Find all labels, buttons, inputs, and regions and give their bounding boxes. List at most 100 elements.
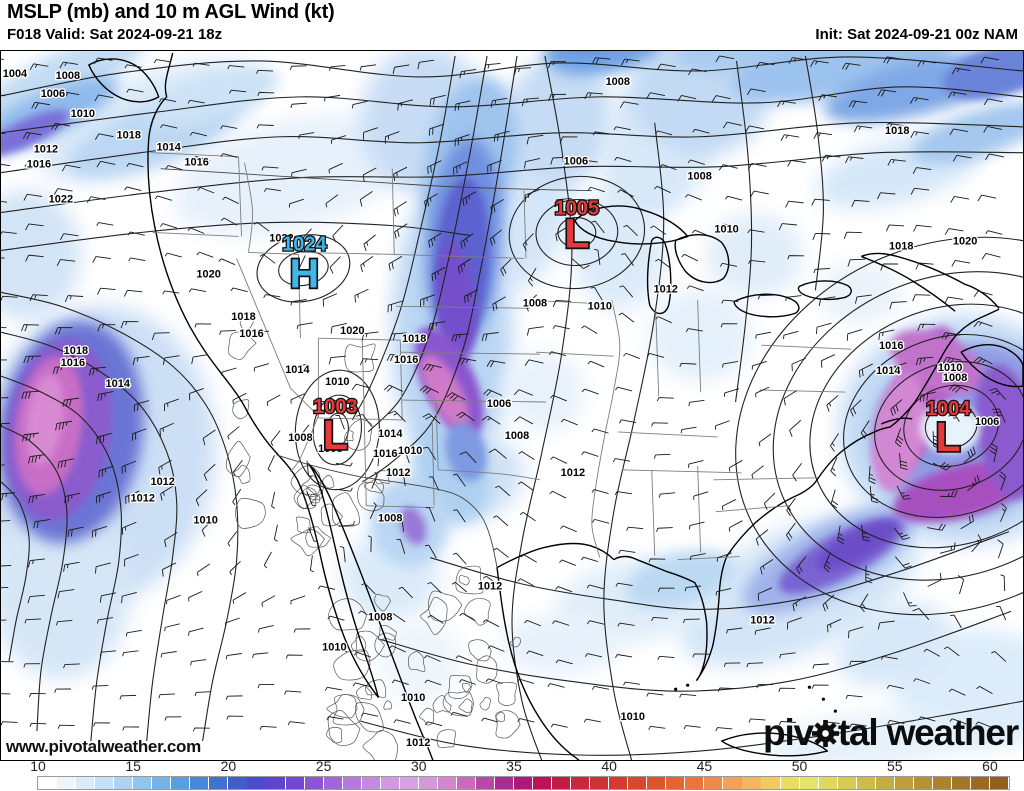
colorbar-cell xyxy=(742,777,761,789)
isobar-label: 1012 xyxy=(653,283,677,295)
colorbar-cell xyxy=(761,777,780,789)
isobar-label: 1012 xyxy=(150,476,174,488)
colorbar-cell xyxy=(875,777,894,789)
isobar-label: 1010 xyxy=(325,376,349,388)
isobar-label: 1014 xyxy=(876,365,901,377)
watermark-url: www.pivotalweather.com xyxy=(6,737,201,756)
isobar-label: 1020 xyxy=(340,325,364,337)
colorbar-tick: 45 xyxy=(696,758,713,774)
pivotal-weather-logo: piv tal weather xyxy=(763,712,1019,754)
isobar-label: 1006 xyxy=(975,416,999,428)
colorbar-tick: 35 xyxy=(506,758,522,774)
colorbar-cell xyxy=(38,777,57,789)
colorbar-tick: 25 xyxy=(315,758,332,774)
map-title: MSLP (mb) and 10 m AGL Wind (kt) xyxy=(7,1,335,23)
isobar-label: 1006 xyxy=(564,156,588,168)
isobar-label: 1020 xyxy=(196,268,220,280)
colorbar-cell xyxy=(894,777,913,789)
isobar-label: 1012 xyxy=(406,737,430,749)
isobar-label: 1010 xyxy=(322,641,346,653)
colorbar-cell xyxy=(95,777,114,789)
isobar-label: 1016 xyxy=(61,357,85,369)
colorbar-cell xyxy=(114,777,133,789)
isobar-label: 1008 xyxy=(687,171,711,183)
init-time-label: Init: Sat 2024-09-21 00z NAM xyxy=(815,26,1018,43)
colorbar-cell xyxy=(989,777,1009,789)
colorbar-cell xyxy=(323,777,342,789)
brand-prefix: piv xyxy=(763,712,814,753)
low-value: 1005 xyxy=(555,198,599,220)
colorbar-cell xyxy=(571,777,590,789)
isobar-label: 1010 xyxy=(71,108,95,120)
isobar-label: 1018 xyxy=(885,125,909,137)
low-value: 1003 xyxy=(313,396,357,418)
map-art: 1004 1008 1006 1010 1018 1012 1014 1016 1016 1022… xyxy=(1,51,1023,760)
colorbar-cell xyxy=(780,777,799,789)
wind-speed-colorbar xyxy=(38,777,1009,789)
colorbar-cell xyxy=(456,777,475,789)
isobar-label: 1010 xyxy=(193,515,217,527)
isobar-label: 1018 xyxy=(231,311,255,323)
isobar-label: 1022 xyxy=(49,194,73,206)
colorbar-cell xyxy=(57,777,76,789)
colorbar-tick: 15 xyxy=(125,758,141,774)
low-value: 1004 xyxy=(926,398,970,420)
colorbar-cell xyxy=(190,777,209,789)
isobar-label: 1008 xyxy=(943,372,967,384)
colorbar-cell xyxy=(171,777,190,789)
colorbar-cell xyxy=(533,777,552,789)
colorbar-cell xyxy=(361,777,380,789)
isobar-label: 1006 xyxy=(487,398,511,410)
isobar-label: 1008 xyxy=(288,432,312,444)
colorbar-cell xyxy=(247,777,266,789)
colorbar-cell xyxy=(342,777,361,789)
map-canvas[interactable]: 1004 1008 1006 1010 1018 1012 1014 1016 1016 1022… xyxy=(0,50,1024,761)
isobar-label: 1010 xyxy=(621,711,645,723)
colorbar-cell xyxy=(609,777,628,789)
isobar-label: 1022 xyxy=(269,232,293,244)
colorbar-cell xyxy=(513,777,533,789)
high-value: 1024 xyxy=(282,233,326,255)
colorbar-cell xyxy=(818,777,837,789)
colorbar-cell xyxy=(704,777,723,789)
isobar-label: 1010 xyxy=(588,300,612,312)
isobar-label: 1006 xyxy=(41,88,65,100)
isobar-label: 1008 xyxy=(505,430,529,442)
colorbar-cell xyxy=(133,777,152,789)
colorbar-cell xyxy=(552,777,571,789)
colorbar-cell xyxy=(628,777,647,789)
isobar-label: 1010 xyxy=(938,362,962,374)
isobar-label: 1012 xyxy=(131,493,155,505)
colorbar-cell xyxy=(685,777,704,789)
colorbar-cell xyxy=(228,777,247,789)
colorbar-cell xyxy=(951,777,970,789)
colorbar-tick: 30 xyxy=(410,758,427,774)
colorbar-cell xyxy=(666,777,685,789)
political-borders xyxy=(150,152,852,568)
isobar-label: 1014 xyxy=(285,364,310,376)
low-marker: L xyxy=(323,412,348,458)
colorbar-cell xyxy=(723,777,742,789)
isobar-label: 1018 xyxy=(117,130,141,142)
isobar-label: 1016 xyxy=(184,157,208,169)
colorbar-cell xyxy=(475,777,495,789)
wind-shading xyxy=(1,51,1023,760)
colorbar-cell xyxy=(304,777,323,789)
colorbar-cell xyxy=(399,777,418,789)
isobar-label: 1014 xyxy=(106,378,131,390)
colorbar-tick: 20 xyxy=(220,758,237,774)
colorbar-cell xyxy=(437,777,456,789)
isobar-label: 1018 xyxy=(402,333,426,345)
colorbar-cell xyxy=(799,777,818,789)
colorbar-tick: 50 xyxy=(791,758,808,774)
colorbar-cell xyxy=(932,777,951,789)
colorbar-cell xyxy=(285,777,304,789)
isobar-label: 1010 xyxy=(398,445,422,457)
isobar-label: 1016 xyxy=(373,448,397,460)
colorbar-cell xyxy=(590,777,609,789)
colorbar-cell xyxy=(418,777,437,789)
terrain-contours xyxy=(225,312,522,760)
colorbar-tick: 60 xyxy=(982,758,998,774)
colorbar-tick: 10 xyxy=(30,758,46,774)
isobar-label: 1010 xyxy=(401,692,425,704)
